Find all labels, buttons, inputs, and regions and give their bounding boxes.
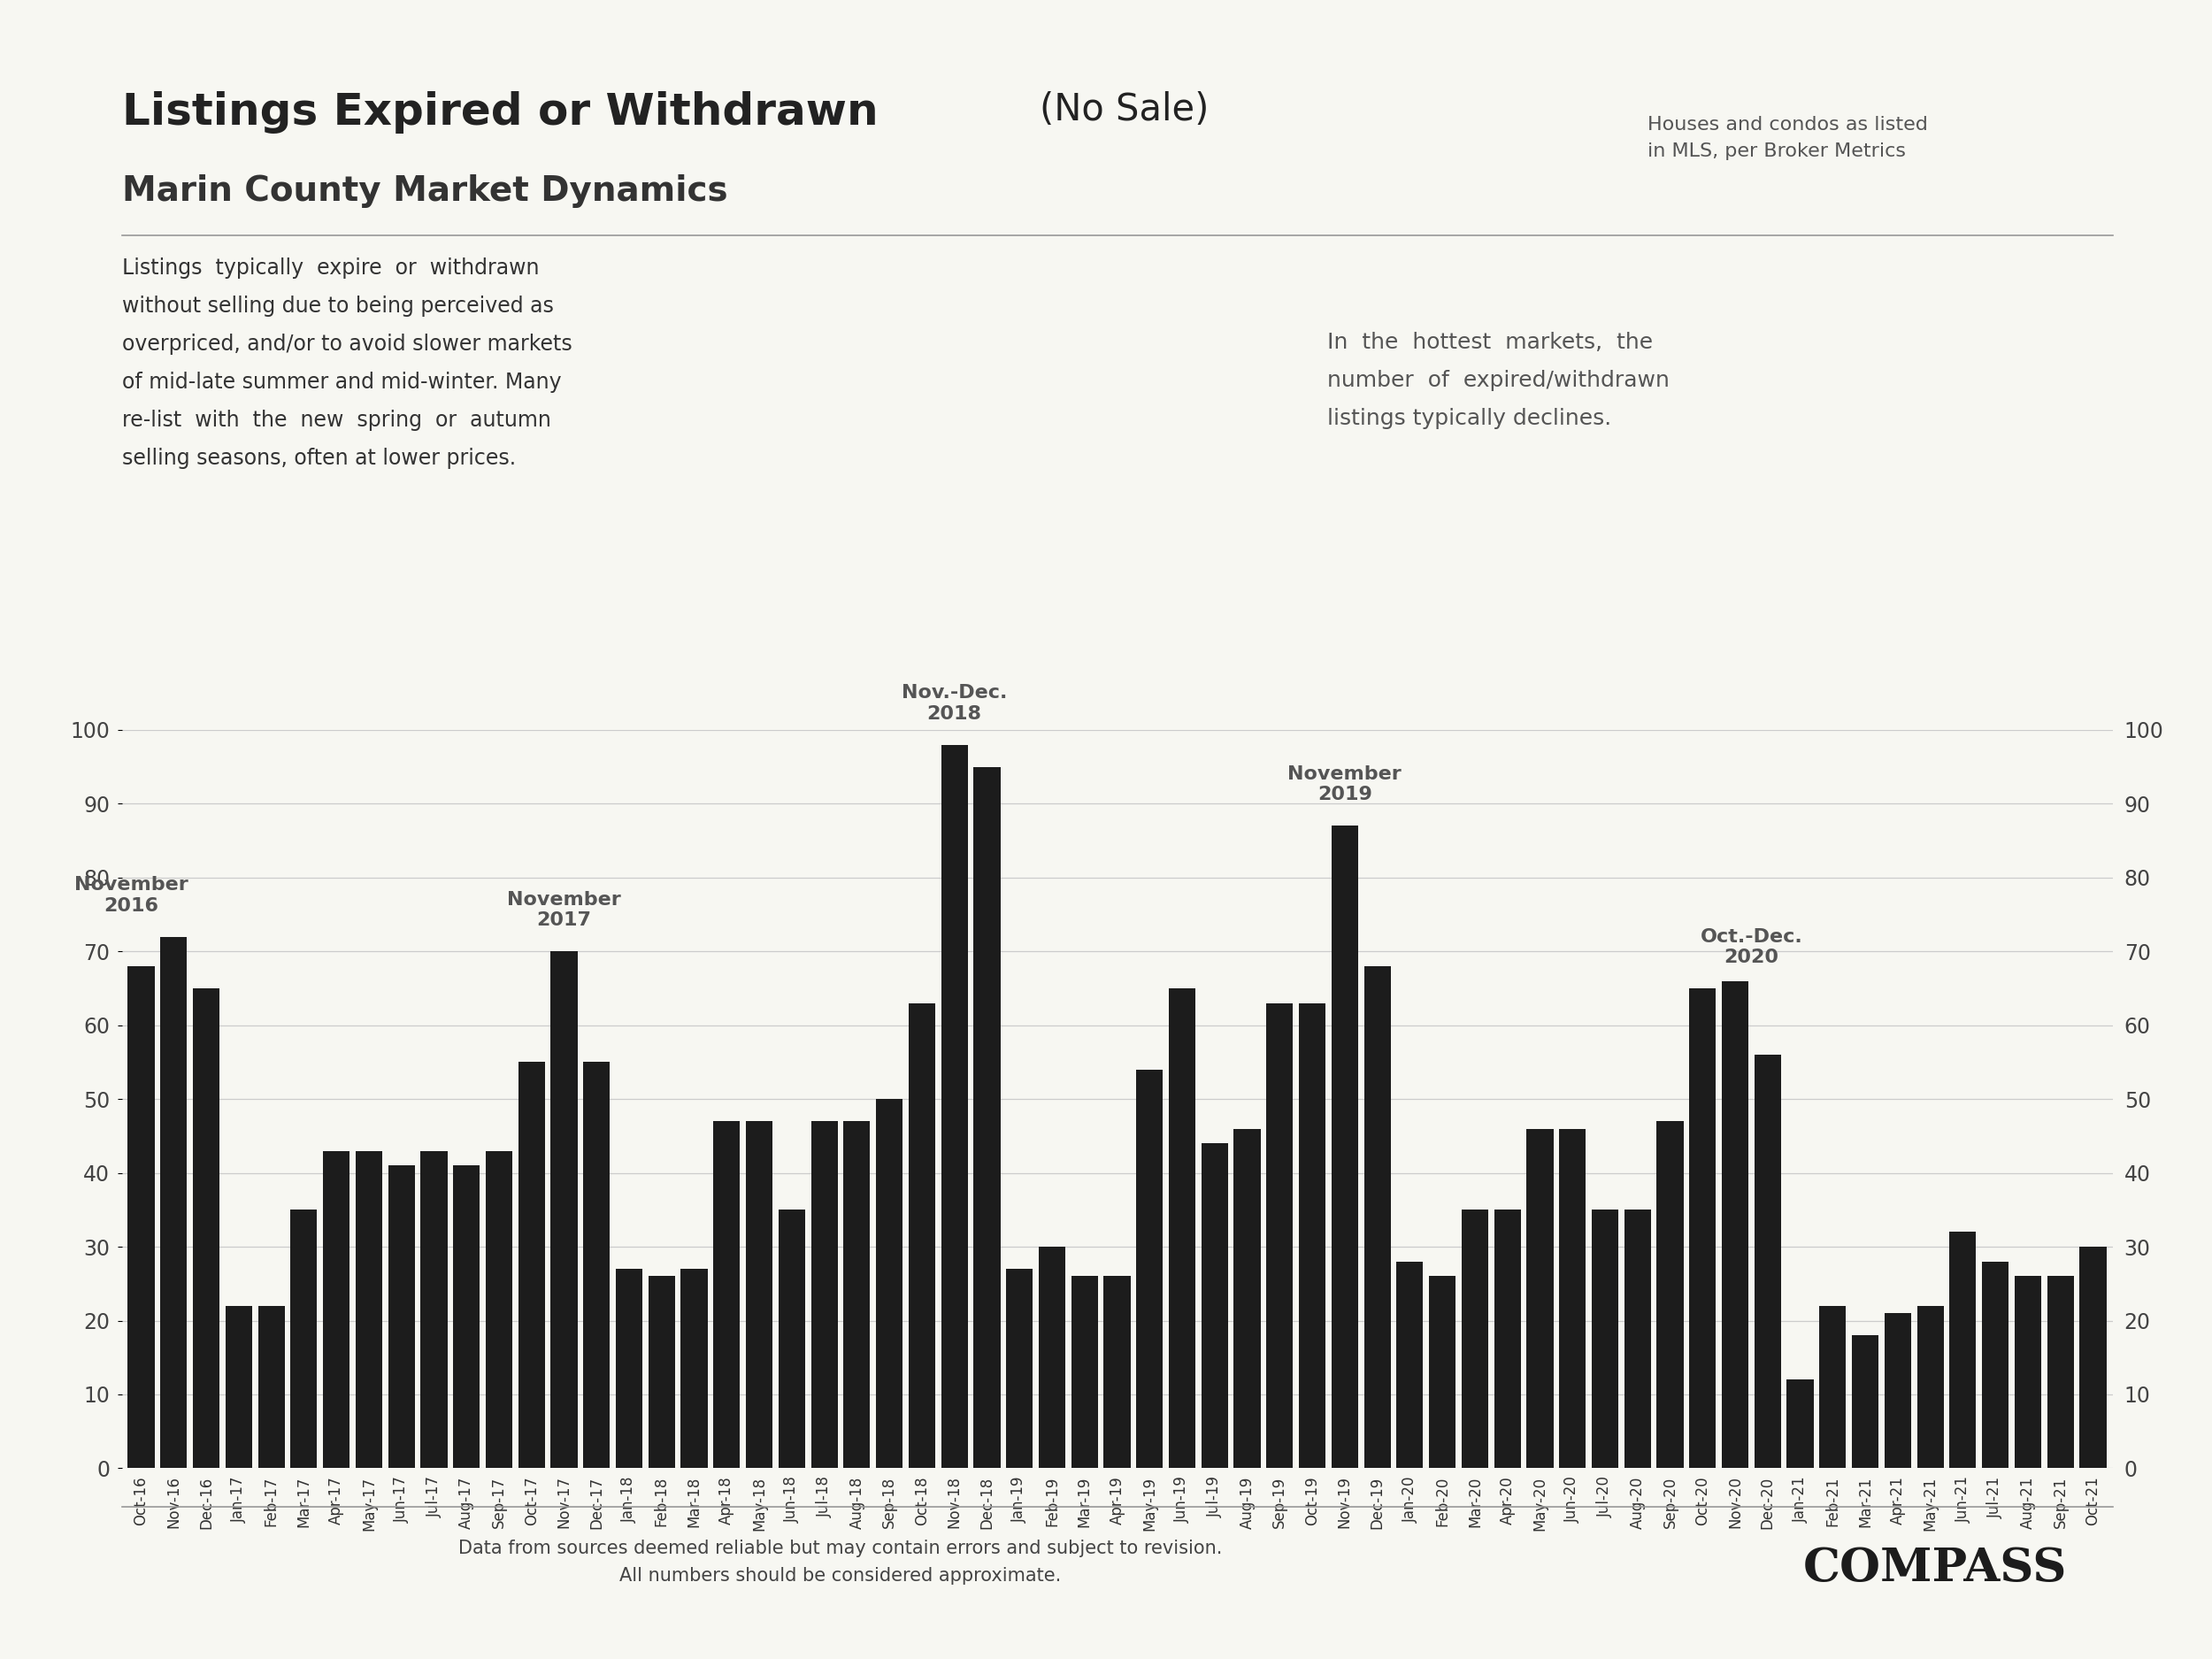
Text: (No Sale): (No Sale) <box>1040 91 1210 128</box>
Text: In  the  hottest  markets,  the
number  of  expired/withdrawn
listings typically: In the hottest markets, the number of ex… <box>1327 332 1670 430</box>
Bar <box>487 1151 513 1468</box>
Bar <box>1885 1314 1911 1468</box>
Text: November
2016: November 2016 <box>75 876 188 914</box>
Bar <box>876 1098 902 1468</box>
Bar <box>1168 989 1194 1468</box>
Bar <box>356 1151 383 1468</box>
Bar <box>1559 1128 1586 1468</box>
Bar <box>1006 1269 1033 1468</box>
Bar <box>681 1269 708 1468</box>
Bar <box>1396 1261 1422 1468</box>
Bar <box>1787 1380 1814 1468</box>
Bar <box>1526 1128 1553 1468</box>
Bar <box>1982 1261 2008 1468</box>
Bar <box>648 1276 675 1468</box>
Bar <box>973 766 1000 1468</box>
Bar <box>259 1306 285 1468</box>
Bar <box>453 1166 480 1468</box>
Text: Marin County Market Dynamics: Marin County Market Dynamics <box>122 174 728 207</box>
Bar <box>518 1062 544 1468</box>
Bar <box>1071 1276 1097 1468</box>
Bar <box>909 1004 936 1468</box>
Bar <box>2046 1276 2075 1468</box>
Bar <box>1365 966 1391 1468</box>
Bar <box>779 1209 805 1468</box>
Bar <box>420 1151 447 1468</box>
Bar <box>745 1121 772 1468</box>
Bar <box>940 745 969 1468</box>
Bar <box>323 1151 349 1468</box>
Bar <box>1690 989 1717 1468</box>
Text: Listings Expired or Withdrawn: Listings Expired or Withdrawn <box>122 91 878 134</box>
Bar <box>1265 1004 1294 1468</box>
Text: November
2019: November 2019 <box>1287 765 1402 803</box>
Bar <box>1234 1128 1261 1468</box>
Bar <box>1201 1143 1228 1468</box>
Bar <box>1040 1248 1066 1468</box>
Bar <box>843 1121 869 1468</box>
Text: Oct.-Dec.
2020: Oct.-Dec. 2020 <box>1701 927 1803 966</box>
Bar <box>161 937 188 1468</box>
Bar <box>1754 1055 1781 1468</box>
Bar <box>387 1166 416 1468</box>
Text: November
2017: November 2017 <box>507 891 622 929</box>
Bar <box>1104 1276 1130 1468</box>
Bar <box>226 1306 252 1468</box>
Bar <box>1137 1070 1164 1468</box>
Bar <box>192 989 219 1468</box>
Text: Nov.-Dec.
2018: Nov.-Dec. 2018 <box>902 685 1006 723</box>
Bar <box>1657 1121 1683 1468</box>
Bar <box>2015 1276 2042 1468</box>
Bar <box>2079 1248 2106 1468</box>
Bar <box>1949 1233 1975 1468</box>
Bar <box>1332 826 1358 1468</box>
Bar <box>1918 1306 1944 1468</box>
Bar <box>712 1121 741 1468</box>
Bar <box>290 1209 316 1468</box>
Text: COMPASS: COMPASS <box>1803 1546 2066 1591</box>
Bar <box>1462 1209 1489 1468</box>
Bar <box>128 966 155 1468</box>
Bar <box>1820 1306 1847 1468</box>
Bar <box>551 951 577 1468</box>
Text: Data from sources deemed reliable but may contain errors and subject to revision: Data from sources deemed reliable but ma… <box>458 1540 1223 1584</box>
Bar <box>812 1121 838 1468</box>
Bar <box>1593 1209 1619 1468</box>
Bar <box>1624 1209 1650 1468</box>
Bar <box>615 1269 641 1468</box>
Bar <box>1851 1335 1878 1468</box>
Bar <box>1493 1209 1522 1468</box>
Text: Houses and condos as listed
in MLS, per Broker Metrics: Houses and condos as listed in MLS, per … <box>1648 116 1929 159</box>
Text: Listings  typically  expire  or  withdrawn
without selling due to being perceive: Listings typically expire or withdrawn w… <box>122 257 571 468</box>
Bar <box>1721 980 1747 1468</box>
Bar <box>1429 1276 1455 1468</box>
Bar <box>1298 1004 1325 1468</box>
Bar <box>584 1062 611 1468</box>
